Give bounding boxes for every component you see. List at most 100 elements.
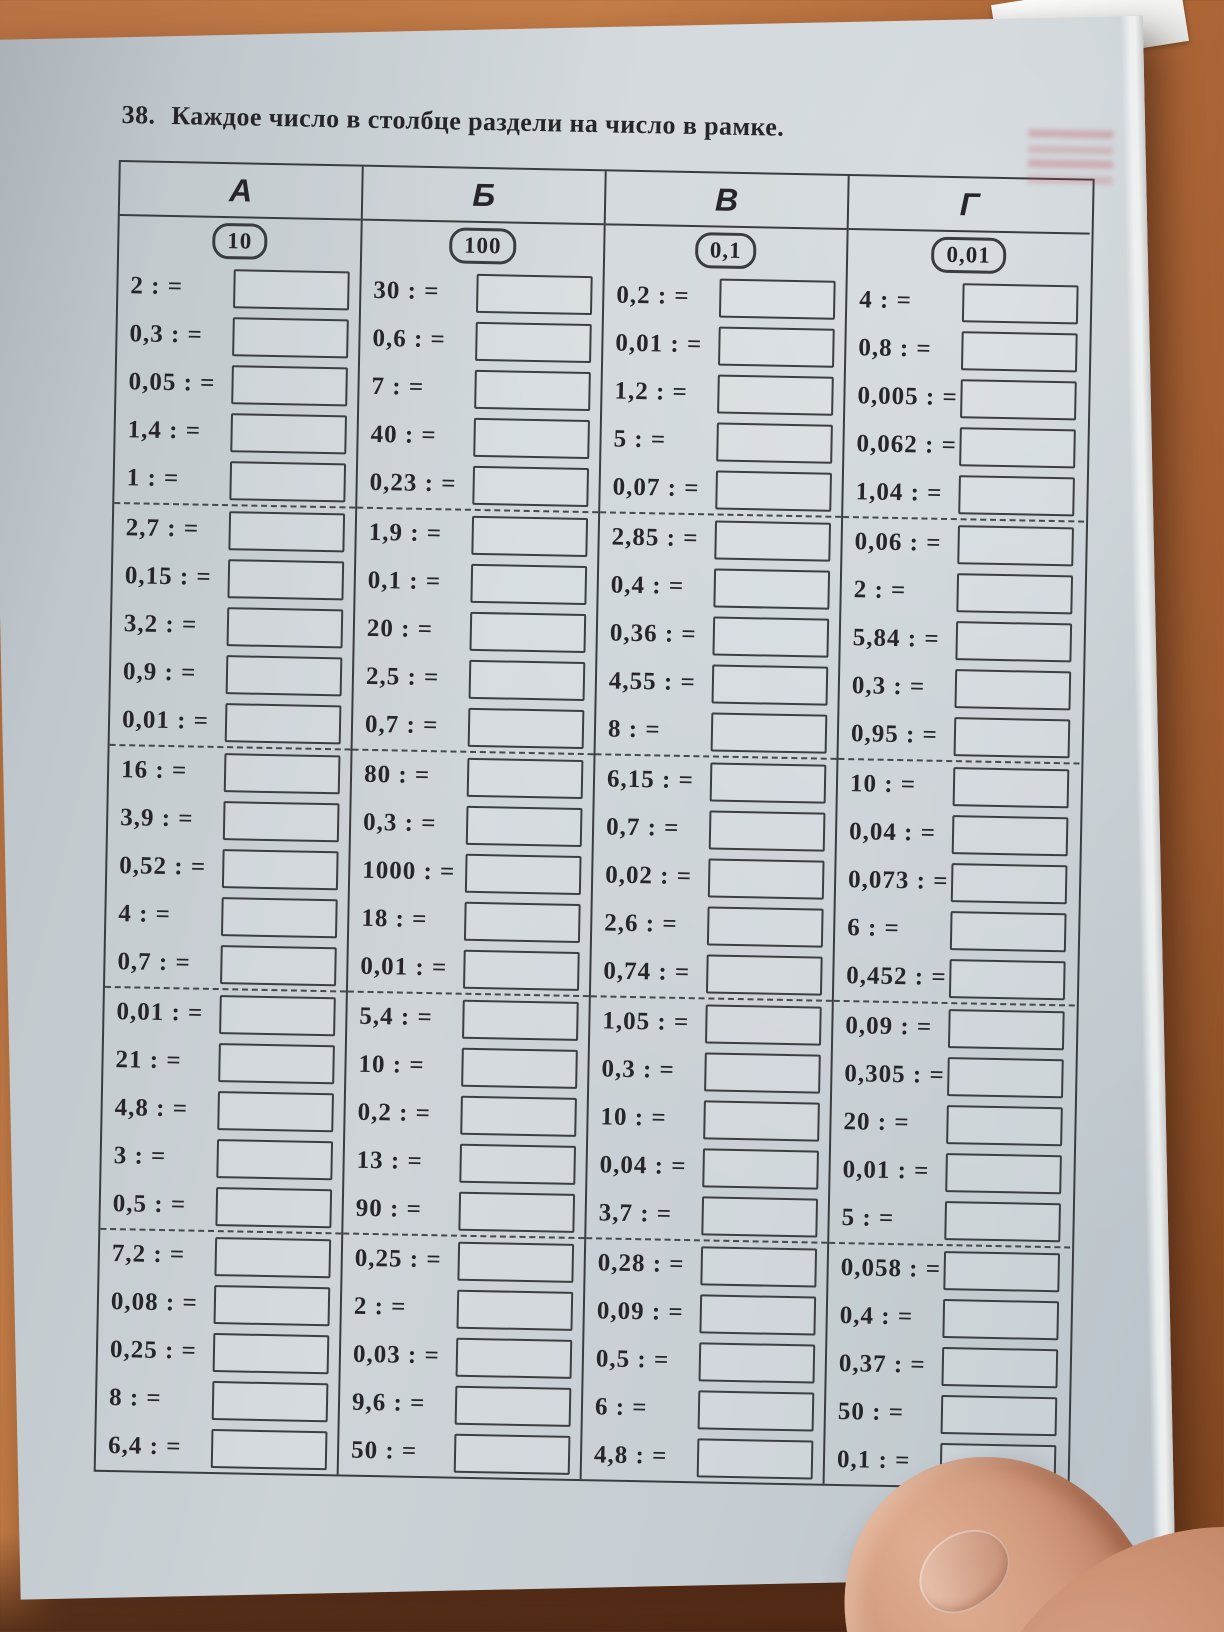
- answer-box[interactable]: [472, 465, 590, 507]
- answer-box[interactable]: [716, 422, 833, 464]
- answer-box[interactable]: [475, 273, 593, 315]
- answer-box[interactable]: [697, 1389, 815, 1432]
- answer-box[interactable]: [211, 1380, 329, 1422]
- answer-box[interactable]: [217, 1090, 334, 1132]
- answer-box[interactable]: [945, 1152, 1062, 1194]
- answer-box[interactable]: [714, 520, 832, 562]
- answer-box[interactable]: [957, 524, 1074, 566]
- answer-box[interactable]: [701, 1195, 819, 1238]
- answer-box[interactable]: [952, 766, 1070, 808]
- answer-box[interactable]: [231, 364, 348, 406]
- answer-box[interactable]: [221, 848, 339, 890]
- answer-box[interactable]: [958, 474, 1075, 516]
- answer-box[interactable]: [712, 615, 830, 658]
- answer-box[interactable]: [960, 378, 1077, 420]
- answer-box[interactable]: [947, 1008, 1065, 1050]
- answer-box[interactable]: [717, 374, 834, 416]
- answer-box[interactable]: [474, 369, 591, 411]
- answer-box[interactable]: [704, 1051, 821, 1094]
- answer-box[interactable]: [711, 663, 829, 706]
- answer-box[interactable]: [456, 1289, 574, 1331]
- answer-box[interactable]: [961, 282, 1079, 324]
- answer-box[interactable]: [954, 668, 1072, 710]
- dividend: 0,062: [856, 430, 919, 459]
- answer-box[interactable]: [228, 510, 346, 552]
- answer-box[interactable]: [220, 944, 337, 986]
- answer-box[interactable]: [715, 470, 832, 512]
- answer-box[interactable]: [700, 1245, 818, 1288]
- answer-box[interactable]: [947, 1056, 1064, 1098]
- answer-box[interactable]: [942, 1298, 1060, 1340]
- answer-box[interactable]: [458, 1191, 576, 1233]
- answer-box[interactable]: [212, 1332, 330, 1374]
- answer-box[interactable]: [706, 905, 824, 948]
- answer-box[interactable]: [233, 268, 350, 310]
- answer-box[interactable]: [470, 563, 588, 605]
- answer-box[interactable]: [223, 752, 341, 794]
- answer-box[interactable]: [453, 1433, 571, 1475]
- answer-box[interactable]: [216, 1138, 334, 1180]
- answer-box[interactable]: [210, 1428, 328, 1470]
- answer-box[interactable]: [220, 896, 338, 938]
- answer-box[interactable]: [953, 716, 1071, 758]
- answer-box[interactable]: [949, 910, 1067, 952]
- answer-box[interactable]: [944, 1200, 1062, 1242]
- answer-box[interactable]: [707, 857, 825, 900]
- answer-box[interactable]: [463, 949, 580, 991]
- answer-box[interactable]: [708, 809, 826, 852]
- answer-box[interactable]: [699, 1293, 817, 1336]
- answer-box[interactable]: [698, 1341, 816, 1384]
- answer-box[interactable]: [218, 1042, 335, 1084]
- answer-box[interactable]: [468, 659, 586, 701]
- divide-equals-operator: : =: [401, 567, 442, 596]
- answer-box[interactable]: [703, 1099, 820, 1142]
- answer-box[interactable]: [465, 805, 583, 847]
- answer-box[interactable]: [951, 814, 1069, 856]
- answer-box[interactable]: [463, 901, 581, 943]
- answer-box[interactable]: [215, 1186, 333, 1228]
- answer-box[interactable]: [941, 1346, 1059, 1388]
- answer-box[interactable]: [466, 757, 584, 799]
- answer-box[interactable]: [469, 611, 587, 653]
- answer-box[interactable]: [713, 567, 831, 610]
- answer-box[interactable]: [454, 1385, 572, 1427]
- answer-box[interactable]: [229, 460, 347, 502]
- answer-box[interactable]: [710, 711, 828, 754]
- answer-box[interactable]: [473, 417, 590, 459]
- answer-box[interactable]: [718, 278, 836, 320]
- answer-box[interactable]: [213, 1284, 331, 1326]
- answer-box[interactable]: [705, 953, 823, 996]
- answer-box[interactable]: [696, 1437, 814, 1480]
- answer-box[interactable]: [227, 558, 345, 600]
- answer-box[interactable]: [946, 1104, 1063, 1146]
- answer-box[interactable]: [232, 316, 349, 358]
- answer-box[interactable]: [702, 1147, 819, 1190]
- answer-box[interactable]: [214, 1236, 332, 1278]
- answer-box[interactable]: [955, 620, 1073, 662]
- answer-box[interactable]: [459, 1143, 577, 1185]
- answer-box[interactable]: [467, 707, 585, 749]
- answer-box[interactable]: [225, 654, 343, 696]
- answer-box[interactable]: [943, 1250, 1061, 1292]
- answer-box[interactable]: [709, 761, 827, 804]
- answer-box[interactable]: [222, 800, 340, 842]
- answer-box[interactable]: [948, 958, 1066, 1000]
- answer-box[interactable]: [718, 326, 835, 368]
- answer-box[interactable]: [471, 515, 589, 557]
- answer-box[interactable]: [460, 1095, 577, 1137]
- answer-box[interactable]: [226, 606, 344, 648]
- answer-box[interactable]: [475, 321, 592, 363]
- answer-box[interactable]: [462, 999, 579, 1041]
- answer-box[interactable]: [224, 702, 342, 744]
- answer-box[interactable]: [950, 862, 1068, 904]
- answer-box[interactable]: [464, 853, 582, 895]
- answer-box[interactable]: [705, 1003, 822, 1046]
- answer-box[interactable]: [457, 1241, 575, 1283]
- answer-box[interactable]: [959, 426, 1076, 468]
- answer-box[interactable]: [230, 412, 347, 454]
- answer-box[interactable]: [956, 572, 1074, 614]
- answer-box[interactable]: [461, 1047, 578, 1089]
- answer-box[interactable]: [219, 994, 336, 1036]
- answer-box[interactable]: [455, 1337, 573, 1379]
- answer-box[interactable]: [960, 330, 1078, 372]
